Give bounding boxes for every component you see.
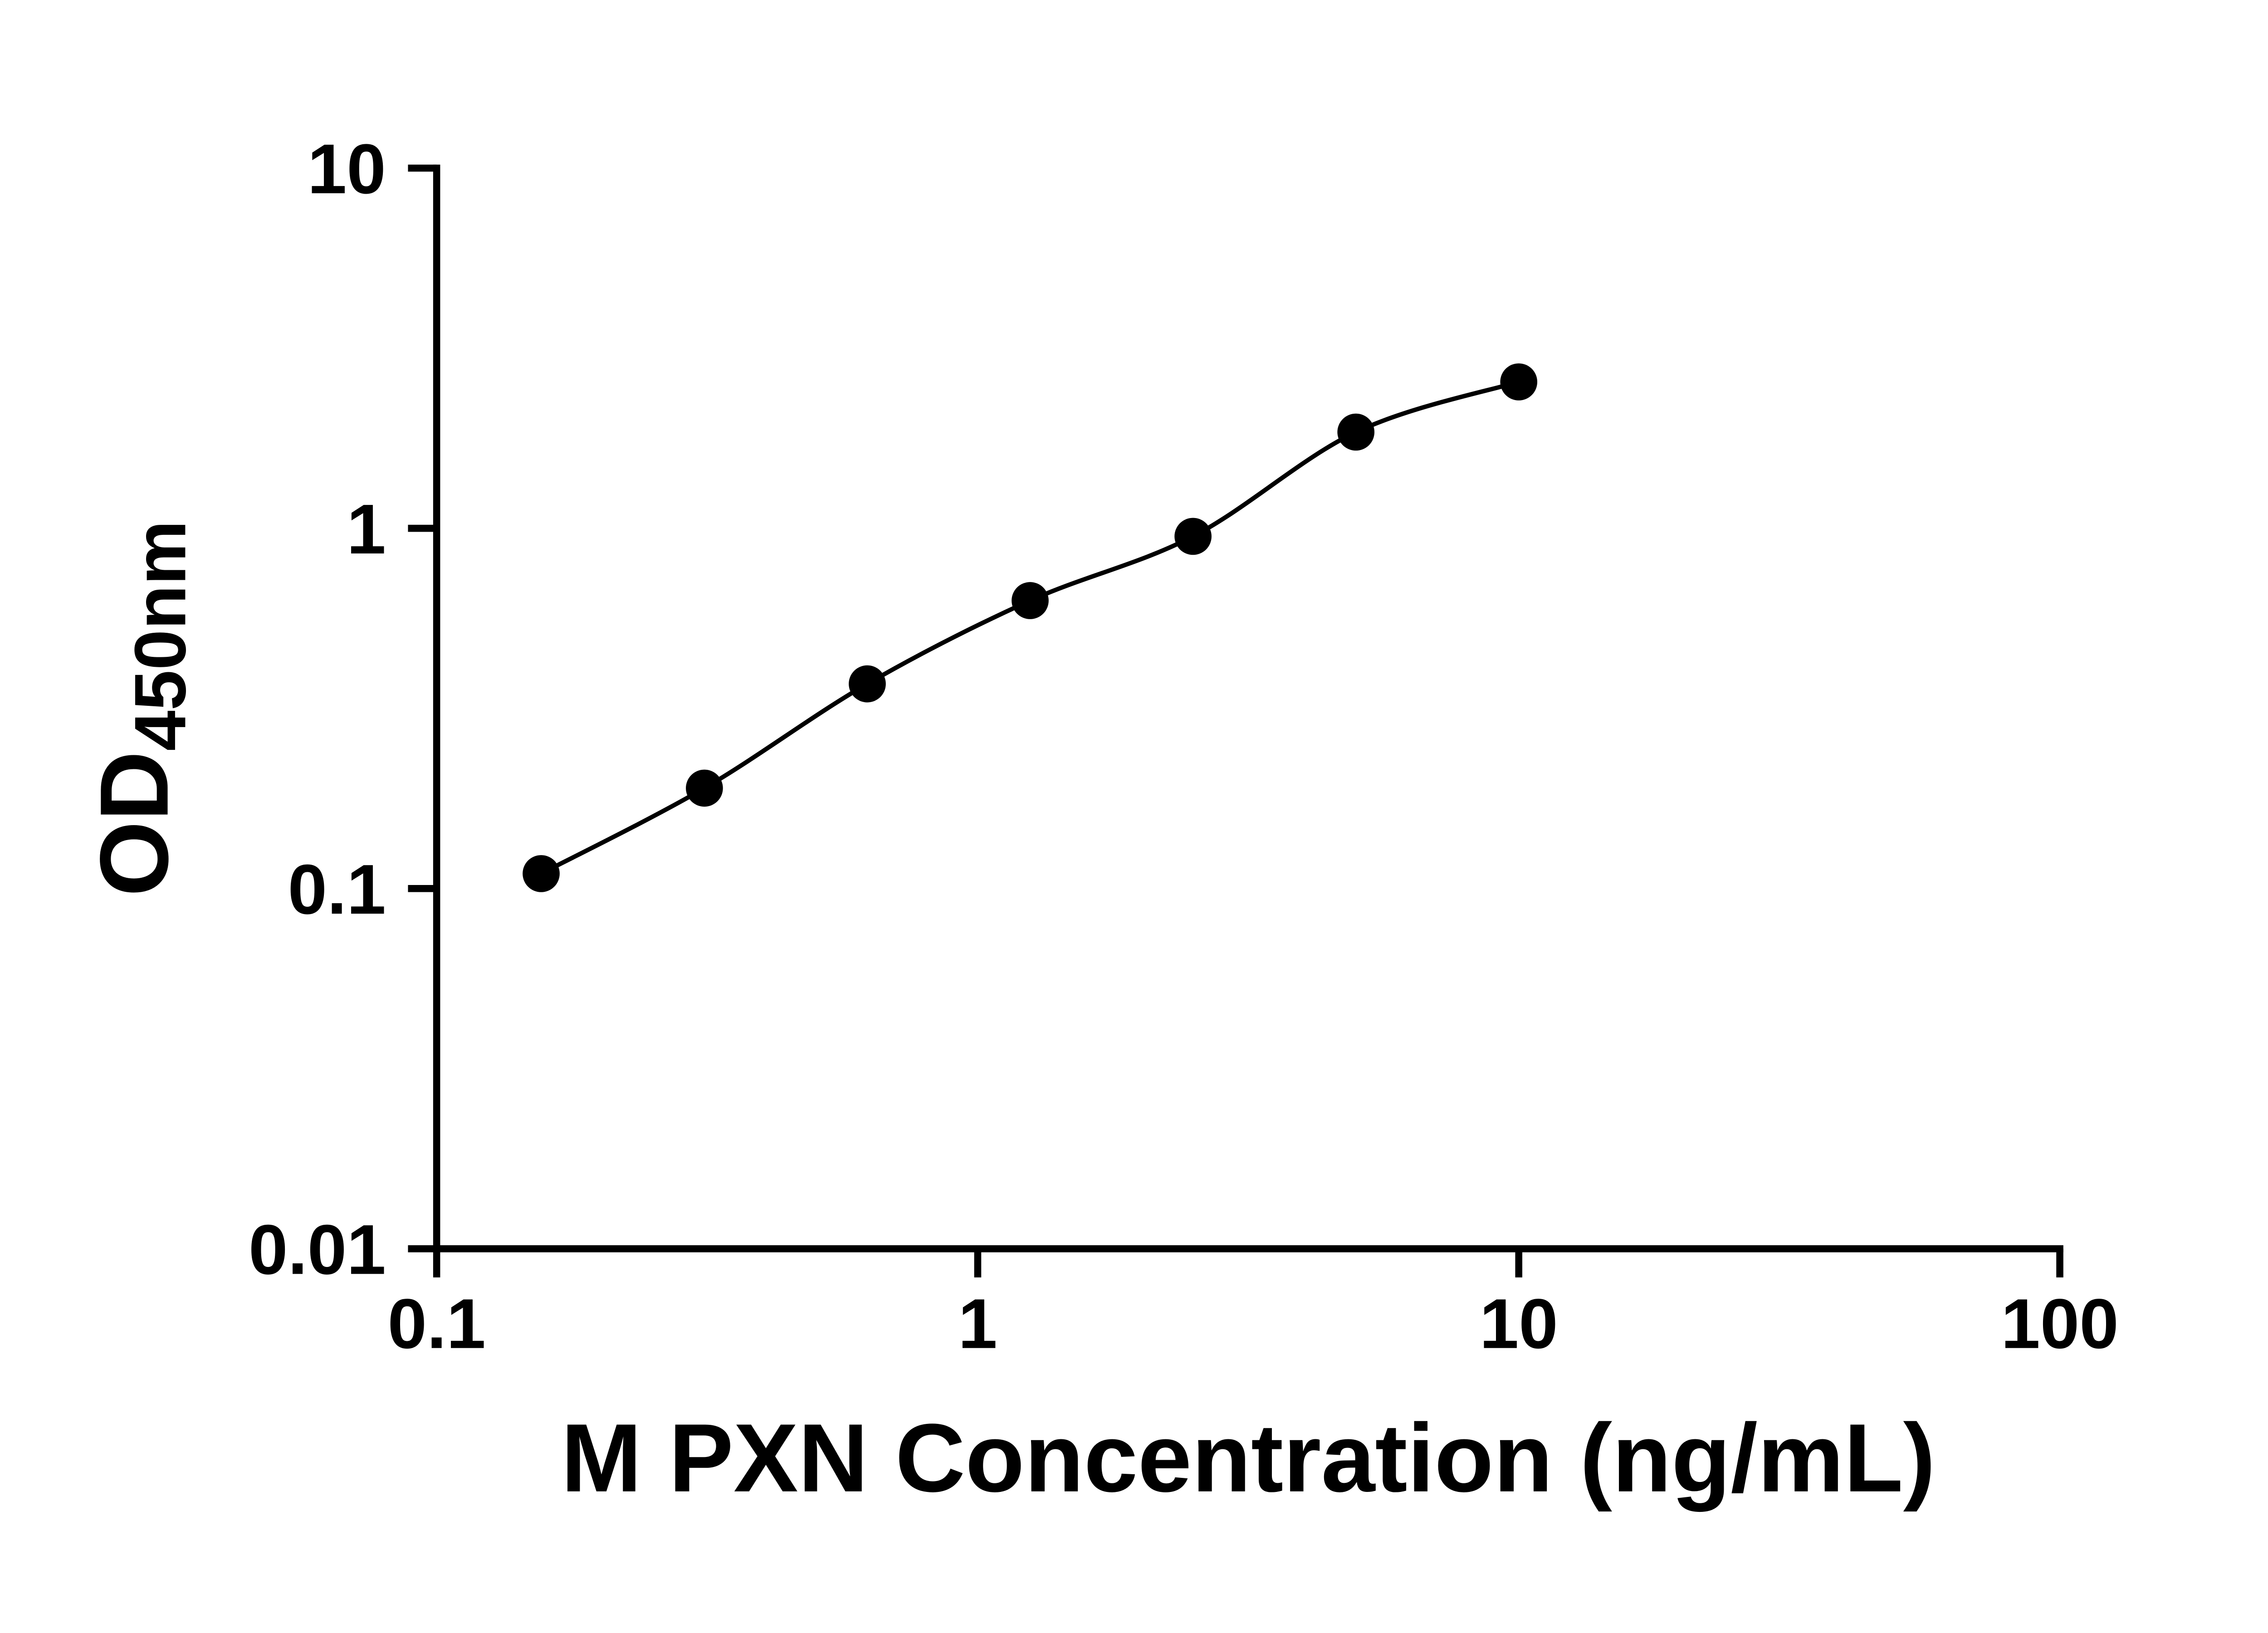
data-point xyxy=(1337,413,1375,451)
x-axis-tick-group: 0.1 1 10 100 xyxy=(388,1248,2119,1363)
data-point xyxy=(686,769,723,807)
data-point xyxy=(1012,582,1049,619)
y-tick-label: 1 xyxy=(347,489,386,568)
y-axis-title: OD450nm xyxy=(80,520,201,896)
standard-curve-line xyxy=(540,380,1520,876)
data-point xyxy=(1174,518,1212,555)
x-axis-title: M PXN Concentration (ng/mL) xyxy=(561,1404,1936,1512)
y-tick-label: 0.01 xyxy=(249,1210,386,1289)
y-axis-tick-group: 0.01 0.1 1 10 xyxy=(249,129,437,1289)
x-tick-label: 100 xyxy=(2001,1284,2119,1363)
data-point xyxy=(849,665,886,703)
y-axis-title-subscript: 450nm xyxy=(119,520,200,751)
y-tick-label: 10 xyxy=(308,129,386,208)
y-tick-label: 0.1 xyxy=(288,850,386,929)
x-tick-label: 10 xyxy=(1480,1284,1558,1363)
data-point-group xyxy=(523,363,1538,892)
y-axis-title-main: OD xyxy=(80,751,189,897)
data-point xyxy=(1500,363,1538,401)
data-point xyxy=(523,855,560,892)
x-tick-label: 1 xyxy=(958,1284,997,1363)
x-tick-label: 0.1 xyxy=(388,1284,486,1363)
